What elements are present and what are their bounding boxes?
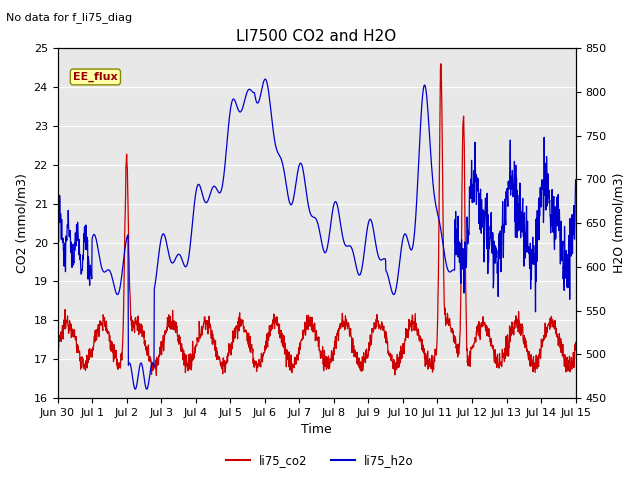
li75_co2 (285, 354, 292, 360)
li75_h2o (294, 167, 302, 173)
li75_h2o (131, 386, 139, 392)
X-axis label: Time: Time (301, 423, 332, 436)
li75_h2o (274, 150, 282, 156)
Y-axis label: CO2 (mmol/m3): CO2 (mmol/m3) (15, 173, 28, 273)
li75_co2 (152, 372, 160, 378)
li75_h2o (285, 196, 292, 202)
li75_co2 (274, 323, 282, 329)
li75_co2 (115, 366, 122, 372)
Legend: li75_co2, li75_h2o: li75_co2, li75_h2o (221, 449, 419, 472)
li75_co2 (572, 339, 579, 345)
li75_h2o (94, 244, 102, 250)
li75_h2o (572, 177, 579, 182)
li75_co2 (437, 61, 445, 67)
Title: LI7500 CO2 and H2O: LI7500 CO2 and H2O (236, 29, 397, 44)
Y-axis label: H2O (mmol/m3): H2O (mmol/m3) (612, 173, 625, 274)
li75_co2 (294, 357, 301, 362)
li75_co2 (349, 335, 356, 341)
li75_h2o (261, 76, 269, 82)
li75_co2 (54, 348, 61, 354)
Text: No data for f_li75_diag: No data for f_li75_diag (6, 12, 132, 23)
li75_h2o (54, 221, 61, 227)
Text: EE_flux: EE_flux (73, 72, 118, 82)
li75_h2o (349, 249, 357, 255)
Line: li75_h2o: li75_h2o (58, 79, 575, 389)
li75_co2 (94, 326, 102, 332)
li75_h2o (115, 290, 122, 296)
Line: li75_co2: li75_co2 (58, 64, 575, 375)
